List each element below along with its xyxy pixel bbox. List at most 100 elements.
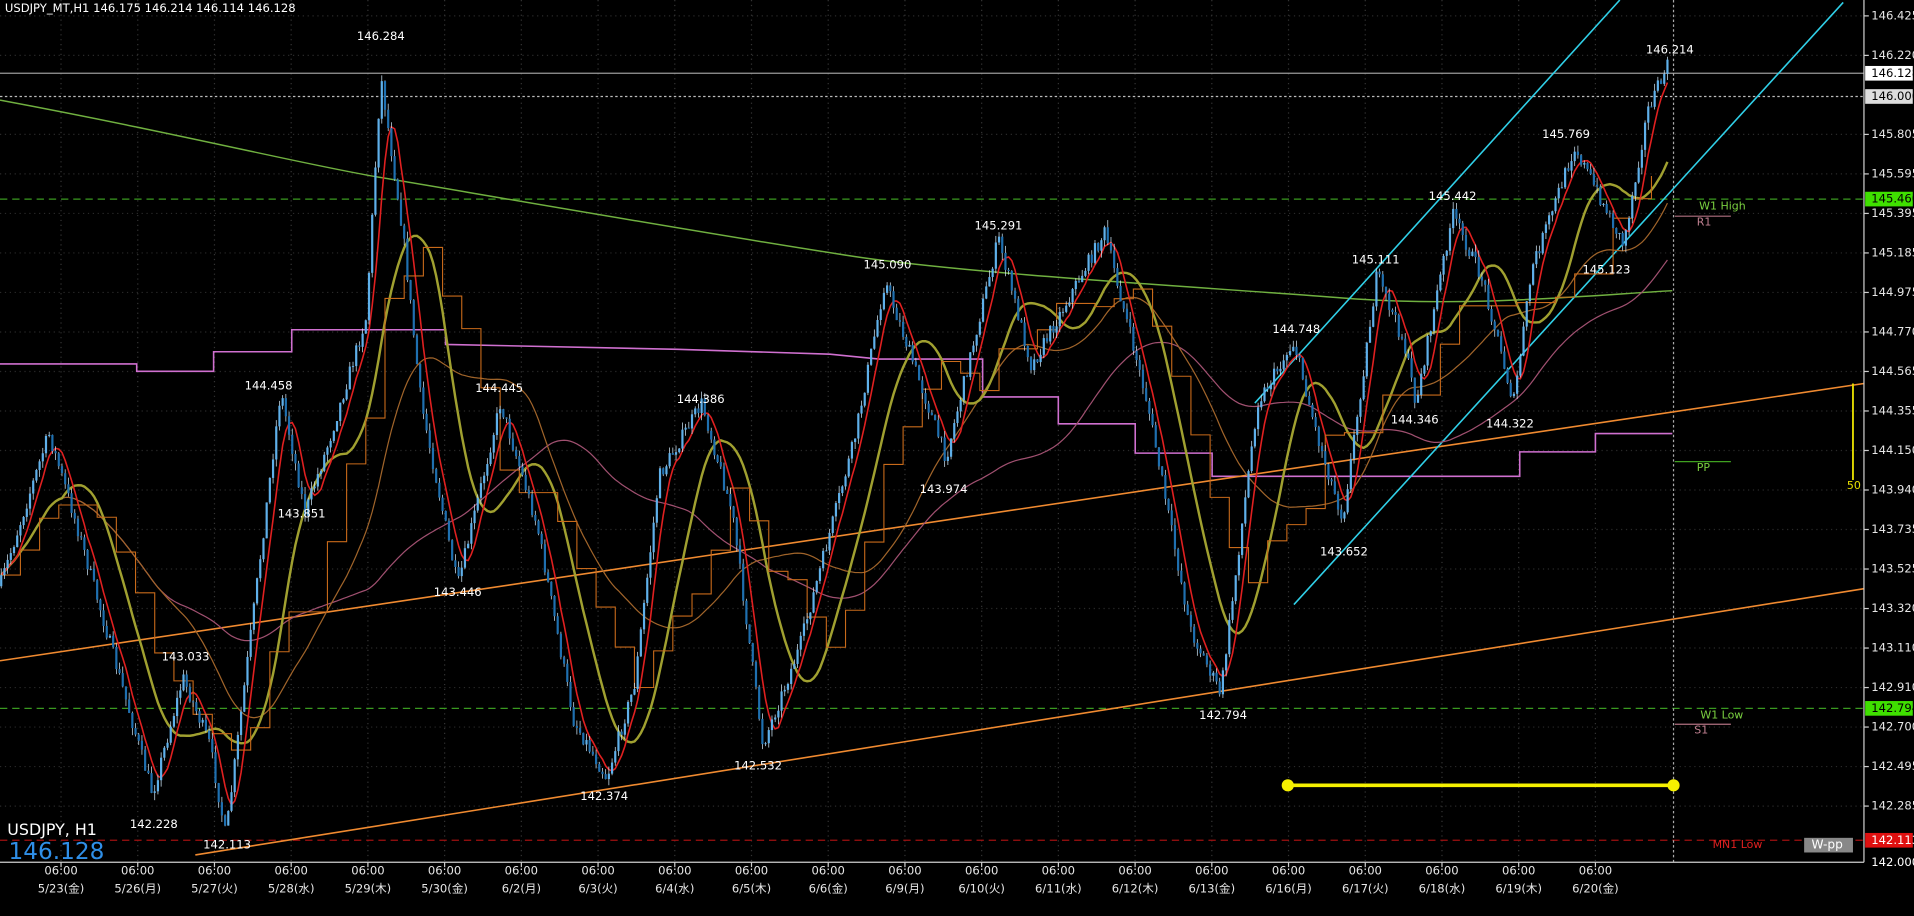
time-label: 06:00 — [1425, 863, 1458, 877]
candle-body — [770, 719, 774, 731]
candle-body — [403, 225, 406, 239]
candle-body — [1164, 475, 1167, 499]
trend-line — [0, 382, 1865, 662]
candle-body — [262, 538, 265, 560]
time-label: 06:00 — [1502, 863, 1535, 877]
level-label: W-pp — [1811, 838, 1843, 852]
price-marker-box — [1865, 191, 1913, 207]
price-label: 144.355 — [1871, 403, 1914, 417]
candle-body — [515, 449, 518, 457]
candle-body — [463, 548, 467, 568]
candle-body — [156, 780, 160, 792]
candle-body — [956, 411, 959, 424]
candle-body — [1135, 350, 1138, 361]
candle-body — [1161, 466, 1164, 476]
candle-body — [1631, 195, 1634, 219]
candle-body — [806, 619, 809, 624]
candle-body — [598, 764, 601, 772]
candle-body — [1375, 271, 1378, 307]
candle-body — [521, 466, 524, 475]
time-label: 06:00 — [1349, 863, 1382, 877]
candle-body — [1455, 208, 1458, 219]
candle-body — [1225, 654, 1228, 671]
candle-body — [1458, 218, 1461, 224]
candle-body — [1490, 308, 1493, 322]
candle-body — [1132, 326, 1135, 351]
candle-body — [531, 494, 534, 515]
date-label: 6/19(木) — [1495, 882, 1542, 896]
candle-body — [147, 770, 150, 774]
channel-line — [1254, 0, 1621, 404]
candle-body — [796, 649, 799, 664]
candle-body — [44, 435, 48, 454]
candle-body — [559, 633, 562, 658]
candle-body — [1608, 212, 1611, 214]
price-label: 142.910 — [1871, 680, 1914, 694]
candle-body — [1516, 375, 1519, 394]
candle-body — [716, 455, 719, 463]
candle-body — [1058, 311, 1061, 327]
price-label: 144.565 — [1871, 364, 1914, 378]
candle-body — [1052, 325, 1055, 333]
candle-body — [425, 413, 428, 431]
candle-body — [179, 690, 182, 698]
candle-body — [1420, 373, 1423, 396]
candle-body — [1659, 80, 1663, 84]
price-annotation: 145.291 — [975, 218, 1023, 232]
candle-body — [543, 544, 547, 573]
candle-body — [1247, 471, 1250, 498]
candle-body — [1250, 446, 1253, 472]
candle-body — [128, 699, 131, 713]
time-label: 06:00 — [888, 863, 921, 877]
price-marker: 146.000 — [1871, 89, 1914, 103]
candle-body — [1653, 90, 1656, 107]
candle-body — [230, 792, 233, 811]
candle-body — [86, 549, 89, 570]
candle-body — [1209, 664, 1212, 676]
candle-body — [1036, 359, 1039, 363]
candle-body — [169, 726, 172, 743]
candle-body — [969, 352, 972, 377]
candle-body — [1468, 249, 1471, 256]
candle-body — [1544, 224, 1548, 233]
candle-body — [1167, 498, 1170, 511]
candle-body — [1074, 280, 1077, 290]
candle-body — [188, 686, 192, 702]
candle-body — [259, 559, 262, 579]
candle-body — [1039, 354, 1042, 363]
candle-body — [1650, 106, 1653, 108]
candle-body — [502, 409, 505, 418]
candle-body — [335, 421, 339, 432]
candle-body — [1196, 642, 1199, 649]
candle-body — [866, 364, 870, 393]
candle-body — [1413, 377, 1416, 403]
price-marker-box — [1865, 832, 1913, 848]
candle-body — [163, 747, 166, 758]
candle-body — [847, 458, 850, 477]
time-label: 06:00 — [658, 863, 691, 877]
candle-body — [1145, 388, 1148, 401]
price-marker-box — [1865, 854, 1913, 870]
time-label: 06:00 — [812, 863, 845, 877]
measure-point — [1667, 779, 1680, 792]
candle-body — [1103, 227, 1106, 241]
time-label: 06:00 — [198, 863, 231, 877]
candle-body — [1452, 208, 1455, 229]
candle-body — [729, 493, 732, 507]
candle-body — [1240, 523, 1244, 555]
candle-body — [1084, 270, 1087, 276]
candle-body — [713, 439, 716, 456]
candle-body — [1336, 493, 1340, 510]
candle-body — [1448, 228, 1452, 251]
candle-body — [921, 380, 924, 394]
candle-body — [658, 468, 662, 499]
candle-body — [1205, 655, 1209, 665]
candle-body — [236, 734, 239, 760]
candle-body — [1189, 614, 1193, 627]
candle-body — [1045, 338, 1049, 342]
candle-body — [1564, 168, 1567, 188]
price-label: 142.285 — [1871, 799, 1914, 813]
candle-body — [860, 405, 863, 414]
candle-body — [1573, 151, 1576, 162]
date-label: 6/12(木) — [1112, 882, 1159, 896]
